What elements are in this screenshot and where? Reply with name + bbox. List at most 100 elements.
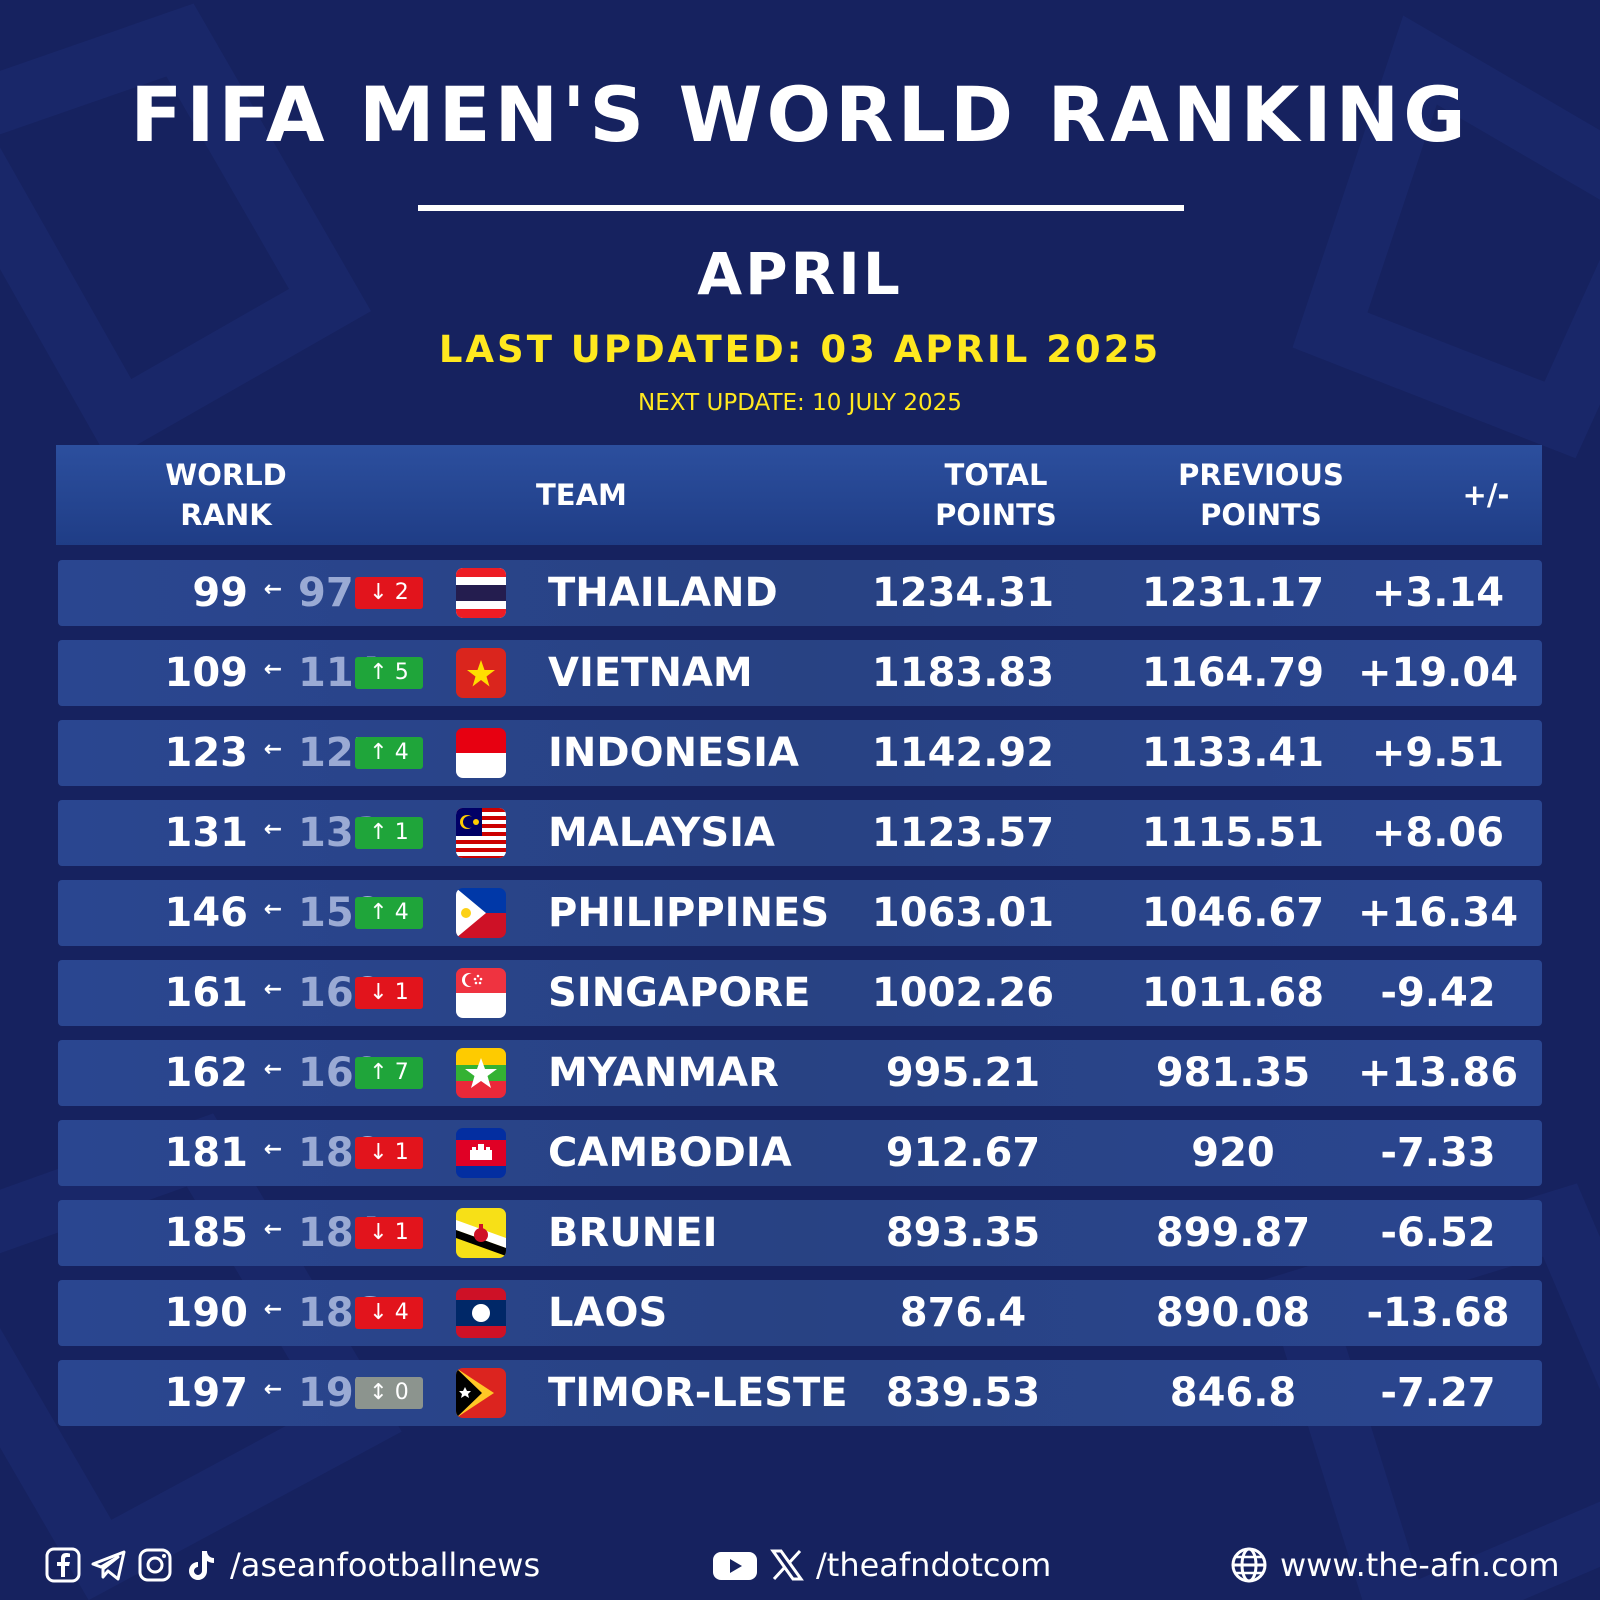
points-diff: -6.52 — [1380, 1210, 1496, 1256]
team-name: PHILIPPINES — [548, 890, 830, 936]
arrow-left-icon: ← — [263, 1297, 283, 1322]
total-points: 839.53 — [885, 1370, 1041, 1416]
column-header-previous-points: PREVIOUS POINTS — [1131, 455, 1391, 535]
previous-points: 1231.17 — [1141, 570, 1325, 616]
current-rank: 197 — [164, 1370, 249, 1416]
arrow-left-icon: ← — [263, 1377, 283, 1402]
current-rank: 161 — [164, 970, 249, 1016]
philippines-flag-icon — [456, 888, 506, 938]
month-label: APRIL — [697, 240, 903, 308]
previous-points: 981.35 — [1155, 1050, 1311, 1096]
facebook-icon[interactable] — [44, 1546, 82, 1584]
website-link[interactable]: www.the-afn.com — [1280, 1546, 1560, 1584]
table-row: 161 ← 160 ↓ 1 SINGAPORE 1002.26 1011.68 … — [58, 960, 1542, 1026]
team-name: LAOS — [548, 1290, 668, 1336]
column-header-previous-points-line1: PREVIOUS — [1178, 458, 1344, 492]
table-row: 181 ← 180 ↓ 1 CAMBODIA 912.67 920 -7.33 — [58, 1120, 1542, 1186]
arrow-left-icon: ← — [263, 897, 283, 922]
tiktok-icon[interactable] — [182, 1546, 220, 1584]
current-rank: 181 — [164, 1130, 249, 1176]
video-handle[interactable]: /theafndotcom — [816, 1546, 1052, 1584]
table-row: 109 ← 114 ↑ 5 VIETNAM 1183.83 1164.79 +1… — [58, 640, 1542, 706]
cambodia-flag-icon — [456, 1128, 506, 1178]
rank-movement-badge: ↓ 1 — [355, 977, 423, 1009]
column-header-team: TEAM — [536, 478, 627, 512]
rank-movement-badge: ↑ 7 — [355, 1057, 423, 1089]
team-name: INDONESIA — [548, 730, 800, 776]
globe-icon — [1230, 1546, 1268, 1584]
website-link-group: www.the-afn.com — [1230, 1540, 1559, 1590]
table-row: 197 ← 197 ↕ 0 TIMOR-LESTE 839.53 846.8 -… — [58, 1360, 1542, 1426]
title-divider — [418, 205, 1184, 211]
points-diff: +13.86 — [1358, 1050, 1519, 1096]
total-points: 912.67 — [885, 1130, 1041, 1176]
arrow-left-icon: ← — [263, 1137, 283, 1162]
previous-points: 1164.79 — [1141, 650, 1325, 696]
team-name: VIETNAM — [548, 650, 753, 696]
vietnam-flag-icon — [456, 648, 506, 698]
team-name: CAMBODIA — [548, 1130, 792, 1176]
column-header-diff: +/- — [1462, 478, 1510, 512]
footer: /aseanfootballnews /theafndotcom www.the… — [0, 1540, 1600, 1590]
previous-points: 846.8 — [1169, 1370, 1297, 1416]
total-points: 1142.92 — [871, 730, 1055, 776]
rank-movement-badge: ↑ 1 — [355, 817, 423, 849]
total-points: 1002.26 — [871, 970, 1055, 1016]
singapore-flag-icon — [456, 968, 506, 1018]
table-row: 99 ← 97 ↓ 2 THAILAND 1234.31 1231.17 +3.… — [58, 560, 1542, 626]
social-links-group: /aseanfootballnews — [44, 1540, 540, 1590]
previous-points: 1046.67 — [1141, 890, 1325, 936]
team-name: MYANMAR — [548, 1050, 779, 1096]
table-row: 162 ← 169 ↑ 7 MYANMAR 995.21 981.35 +13.… — [58, 1040, 1542, 1106]
points-diff: -13.68 — [1366, 1290, 1510, 1336]
previous-points: 1115.51 — [1141, 810, 1325, 856]
table-header: WORLD RANK TEAM TOTAL POINTS PREVIOUS PO… — [56, 445, 1542, 545]
column-header-world-rank: WORLD RANK — [126, 455, 326, 535]
column-header-total-points-line2: POINTS — [935, 498, 1057, 532]
rank-movement-badge: ↑ 4 — [355, 737, 423, 769]
points-diff: -7.27 — [1380, 1370, 1496, 1416]
current-rank: 190 — [164, 1290, 249, 1336]
points-diff: +3.14 — [1371, 570, 1505, 616]
arrow-left-icon: ← — [263, 1057, 283, 1082]
total-points: 1123.57 — [871, 810, 1055, 856]
total-points: 1234.31 — [871, 570, 1055, 616]
rank-movement-badge: ↓ 4 — [355, 1297, 423, 1329]
x-twitter-icon[interactable] — [768, 1546, 806, 1584]
youtube-icon[interactable] — [712, 1546, 758, 1584]
laos-flag-icon — [456, 1288, 506, 1338]
telegram-icon[interactable] — [90, 1546, 128, 1584]
total-points: 995.21 — [885, 1050, 1041, 1096]
previous-points: 1133.41 — [1141, 730, 1325, 776]
rank-movement-badge: ↑ 5 — [355, 657, 423, 689]
column-header-world-rank-line1: WORLD — [165, 458, 287, 492]
column-header-world-rank-line2: RANK — [180, 498, 272, 532]
rank-movement-badge: ↑ 4 — [355, 897, 423, 929]
points-diff: +9.51 — [1371, 730, 1505, 776]
table-row: 146 ← 150 ↑ 4 PHILIPPINES 1063.01 1046.6… — [58, 880, 1542, 946]
last-updated-label: LAST UPDATED: 03 APRIL 2025 — [438, 328, 1162, 371]
arrow-left-icon: ← — [263, 737, 283, 762]
social-handle[interactable]: /aseanfootballnews — [230, 1546, 541, 1584]
arrow-left-icon: ← — [263, 817, 283, 842]
rank-movement-badge: ↓ 1 — [355, 1137, 423, 1169]
points-diff: +19.04 — [1358, 650, 1519, 696]
current-rank: 99 — [192, 570, 248, 616]
arrow-left-icon: ← — [263, 657, 283, 682]
current-rank: 146 — [164, 890, 249, 936]
total-points: 1183.83 — [871, 650, 1055, 696]
total-points: 876.4 — [899, 1290, 1027, 1336]
instagram-icon[interactable] — [136, 1546, 174, 1584]
points-diff: -7.33 — [1380, 1130, 1496, 1176]
previous-points: 899.87 — [1155, 1210, 1311, 1256]
table-row: 123 ← 127 ↑ 4 INDONESIA 1142.92 1133.41 … — [58, 720, 1542, 786]
previous-rank: 97 — [298, 570, 354, 616]
column-header-previous-points-line2: POINTS — [1200, 498, 1322, 532]
thailand-flag-icon — [456, 568, 506, 618]
page-title: FIFA MEN'S WORLD RANKING — [130, 70, 1470, 159]
previous-points: 1011.68 — [1141, 970, 1325, 1016]
column-header-total-points-line1: TOTAL — [944, 458, 1048, 492]
team-name: MALAYSIA — [548, 810, 775, 856]
arrow-left-icon: ← — [263, 977, 283, 1002]
myanmar-flag-icon — [456, 1048, 506, 1098]
